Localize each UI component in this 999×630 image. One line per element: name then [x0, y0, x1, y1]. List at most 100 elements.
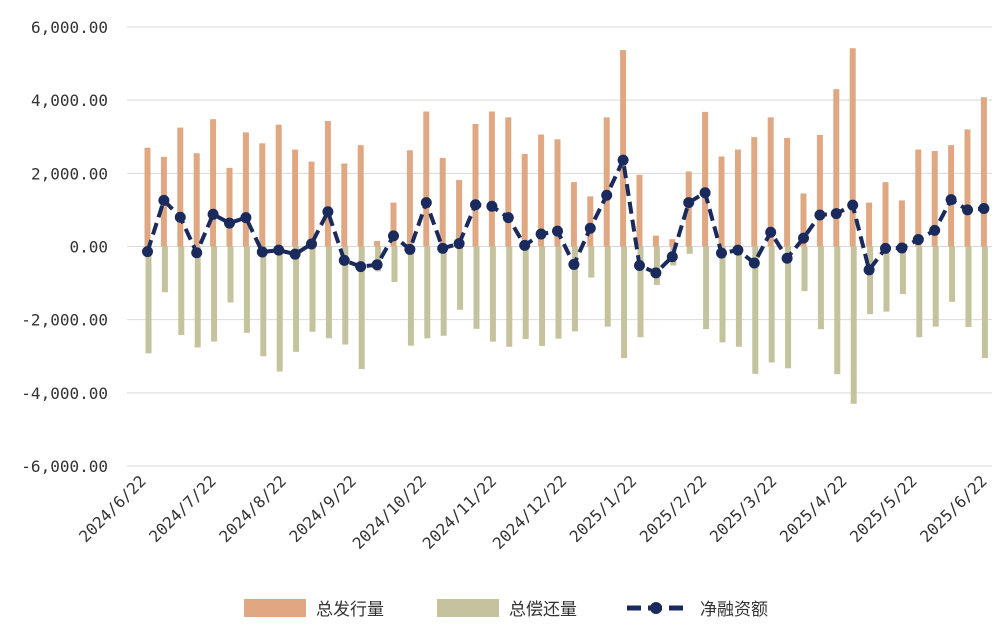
- repayment-bar: [703, 246, 710, 330]
- net-financing-point: [437, 242, 449, 254]
- repayment-bar: [555, 246, 562, 339]
- issuance-bar: [882, 182, 889, 247]
- repayment-bar: [752, 246, 759, 374]
- net-financing-point: [781, 252, 793, 264]
- net-financing-point: [945, 194, 957, 206]
- repayment-bar: [178, 246, 185, 336]
- repayment-bar: [949, 246, 956, 302]
- net-financing-point: [338, 254, 350, 266]
- issuance-bar: [570, 182, 577, 247]
- issuance-bar: [357, 145, 364, 247]
- repayment-bar: [588, 246, 595, 278]
- net-financing-point: [191, 247, 203, 259]
- repayment-bar: [440, 246, 447, 336]
- x-tick-label: 2024/9/22: [285, 471, 360, 546]
- x-tick-label: 2024/12/22: [489, 471, 571, 553]
- x-tick-label: 2024/8/22: [215, 471, 290, 546]
- repayment-bar: [883, 246, 890, 312]
- repayment-bar: [489, 246, 496, 342]
- net-financing-point: [912, 234, 924, 246]
- net-financing-point: [470, 199, 481, 211]
- net-financing-point: [666, 251, 678, 263]
- issuance-bar: [898, 200, 905, 247]
- net-financing-point: [584, 222, 596, 234]
- net-financing-point: [929, 224, 941, 236]
- issuance-bar: [784, 137, 791, 247]
- repayment-bar: [899, 246, 906, 295]
- net-financing-point: [978, 202, 990, 214]
- x-tick-label: 2025/5/22: [846, 471, 921, 546]
- y-tick-label: -4,000.00: [21, 384, 108, 403]
- x-tick-label: 2025/6/22: [916, 471, 991, 546]
- repayment-bar: [194, 246, 201, 348]
- x-tick-label: 2025/3/22: [706, 471, 781, 546]
- net-financing-point: [896, 242, 908, 254]
- issuance-bar: [242, 132, 249, 247]
- issuance-bar: [587, 196, 594, 247]
- net-financing-point: [830, 208, 842, 220]
- repayment-bar: [604, 246, 611, 327]
- issuance-bar: [472, 123, 479, 247]
- issuance-bar: [980, 97, 987, 247]
- issuance-bar: [226, 167, 233, 247]
- repayment-bar: [637, 246, 644, 338]
- repayment-bar: [276, 246, 283, 372]
- x-tick-label: 2024/10/22: [349, 471, 431, 553]
- net-financing-point: [158, 194, 170, 206]
- issuance-bar: [324, 121, 331, 247]
- repayment-bar: [473, 246, 480, 329]
- repayment-bar: [391, 246, 398, 282]
- repayment-bar: [211, 246, 218, 342]
- issuance-bar: [210, 119, 217, 247]
- repayment-bar: [293, 246, 300, 352]
- repayment-bar: [145, 246, 152, 354]
- issuance-bar: [144, 147, 151, 247]
- legend-label-repayment: 总偿还量: [509, 600, 577, 620]
- issuance-bar: [702, 111, 709, 247]
- net-financing-point: [863, 264, 875, 276]
- x-tick-label: 2024/6/22: [75, 471, 150, 546]
- repayment-bar: [260, 246, 267, 357]
- net-financing-point: [814, 209, 826, 221]
- x-tick-label: 2025/2/22: [636, 471, 711, 546]
- net-financing-point: [306, 238, 317, 250]
- repayment-bar: [735, 246, 742, 347]
- issuance-bar: [423, 111, 430, 247]
- net-financing-point: [273, 244, 285, 256]
- issuance-bar: [374, 241, 381, 247]
- issuance-bar: [669, 239, 676, 247]
- repayment-bar: [161, 246, 168, 293]
- net-financing-point: [535, 228, 547, 240]
- net-financing-path: [145, 158, 985, 275]
- repayment-bar: [571, 246, 578, 332]
- issuance-bar: [390, 202, 397, 247]
- y-tick-label: 0.00: [69, 238, 108, 257]
- repayment-bar: [834, 246, 841, 375]
- issuance-bar: [505, 117, 512, 247]
- net-financing-point: [240, 212, 252, 224]
- net-financing-point: [174, 211, 186, 223]
- net-financing-point: [880, 242, 891, 254]
- repayment-bar: [358, 246, 365, 370]
- repayment-bar: [686, 246, 693, 254]
- issuance-bar: [177, 127, 184, 247]
- x-tick-label: 2025/1/22: [566, 471, 641, 546]
- y-tick-label: -2,000.00: [21, 311, 108, 330]
- legend: 总发行量 总偿还量 净融资额: [244, 599, 768, 620]
- net-financing-point: [519, 239, 531, 251]
- repayment-bar: [621, 246, 628, 359]
- x-tick-label: 2025/4/22: [776, 471, 851, 546]
- net-financing-point: [962, 204, 973, 216]
- net-financing-point: [847, 199, 859, 211]
- issuance-bar: [636, 174, 643, 247]
- issuance-bar: [915, 149, 922, 247]
- net-financing-point: [388, 230, 399, 242]
- net-financing-point: [683, 197, 695, 209]
- y-tick-label: -6,000.00: [21, 457, 108, 476]
- net-financing-point: [617, 154, 629, 166]
- repayment-bar: [850, 246, 857, 404]
- net-financing-point: [552, 225, 563, 237]
- issuance-bar: [488, 111, 495, 247]
- repayment-bar: [243, 246, 250, 333]
- repayment-bar: [817, 246, 824, 330]
